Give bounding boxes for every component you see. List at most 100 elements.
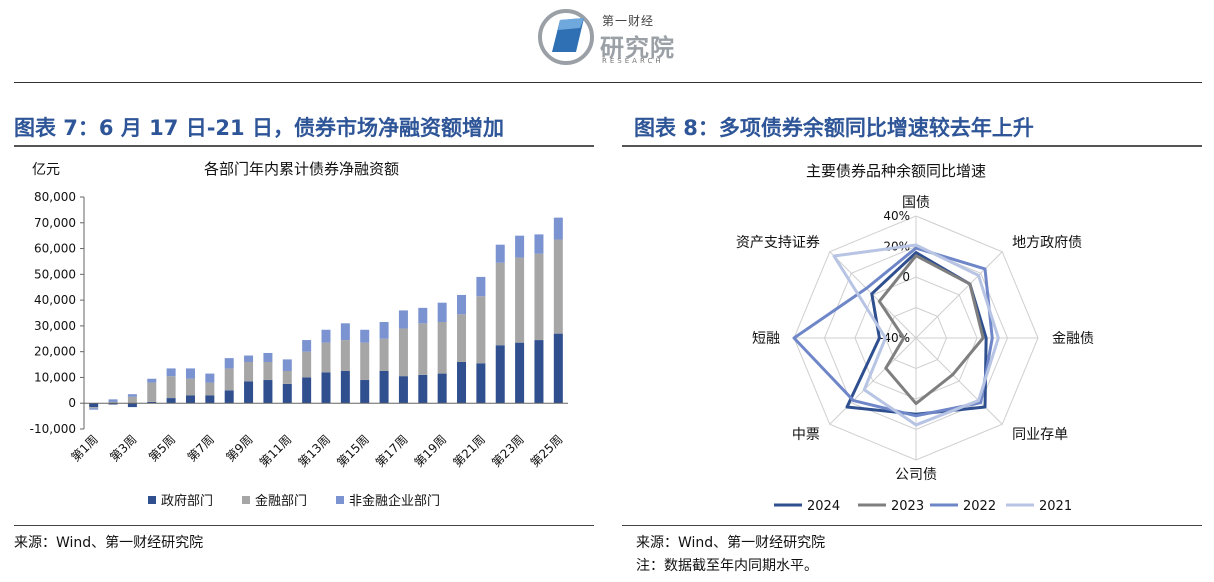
bar-segment [205,395,215,404]
bar-segment [108,403,118,405]
radar-axis-label: 公司债 [895,467,937,483]
legend-label: 金融部门 [255,493,307,509]
bar-segment [457,314,467,362]
x-tick-label: 第1周 [69,432,101,464]
right-note: 注：数据截至年内同期水平。 [636,558,818,574]
x-tick-label: 第11周 [257,432,295,470]
radar-spoke [915,251,1003,339]
bar-segment [321,329,331,343]
bar-segment [418,307,428,324]
bar-segment [515,342,525,404]
bar-segment [108,399,118,402]
logo-en-text: RESEARCH [602,57,664,65]
radar-axis-label: 中票 [792,427,820,443]
radar-chart: 主要债券品种余额同比增速 -40%020%40% 国债地方政府债金融债同业存单公… [736,162,1094,514]
research-logo: 第一财经 研究院 RESEARCH [538,6,698,68]
y-tick-label: 40,000 [34,293,76,307]
bar-segment [379,371,389,404]
bar-segment [398,376,408,404]
bar-segment [495,345,505,404]
bar-segment [302,377,312,404]
right-figure-title: 图表 8：多项债券余额同比增速较去年上升 [634,116,1034,140]
bar-segment [263,352,273,362]
bar-segment [127,394,137,397]
bar-segment [147,382,157,402]
bar-segment [166,376,176,399]
x-tick-label: 第17周 [373,432,411,470]
radar-spoke [915,337,1003,425]
radar-axis-label: 短融 [752,331,780,347]
bar-segment [244,361,254,382]
bar-segment [185,368,195,379]
bar-segment [147,378,157,383]
bar-segment [360,329,370,343]
bar-segment [244,381,254,404]
legend-swatch [242,496,250,504]
bar-segment [534,340,544,404]
bar-segment [437,373,447,404]
bar-segment [515,257,525,343]
bar-segment [321,342,331,373]
bar-segment [553,239,563,334]
left-title-divider [14,145,594,147]
bar-segment [302,351,312,378]
bar-segment [263,380,273,404]
logo-big-text: 研究院 [600,34,675,62]
left-source: 来源：Wind、第一财经研究院 [14,535,204,551]
radar-series-line [832,243,1000,427]
bar-segment [398,328,408,377]
x-tick-label: 第15周 [334,432,372,470]
y-tick-label: -10,000 [30,422,76,436]
bar-segment [147,401,157,404]
x-tick-label: 第7周 [185,432,217,464]
bar-segment [360,342,370,381]
radar-axis-label: 地方政府债 [1012,235,1082,251]
y-tick-label: 80,000 [34,190,76,204]
bar-segment [244,355,254,362]
right-source: 来源：Wind、第一财经研究院 [636,535,826,551]
bar-segment [127,403,137,408]
radar-chart-series [792,243,1000,427]
left-figure-title: 图表 7：6 月 17 日-21 日，债券市场净融资额增加 [14,116,504,140]
bar-segment [534,253,544,341]
bar-segment [340,323,350,341]
bar-segment [379,322,389,339]
bar-segment [476,276,486,297]
x-tick-label: 第9周 [223,432,255,464]
bar-segment [185,378,195,396]
bar-chart: 各部门年内累计债券净融资额 亿元 -10,000 0 10,000 20,000 30,… [30,160,568,509]
y-tick-label: 20,000 [34,345,76,359]
bar-segment [495,262,505,346]
x-tick-label: 第3周 [107,432,139,464]
bar-segment [495,244,505,263]
bar-segment [282,383,292,404]
legend-label: 2021 [1039,499,1072,514]
x-tick-label: 第23周 [489,432,527,470]
logo-small-text: 第一财经 [602,14,655,28]
bar-segment [553,217,563,240]
bar-segment [205,373,215,383]
radar-tick-label: 0 [902,270,910,284]
bar-segment [205,382,215,396]
bar-segment [437,302,447,323]
bar-segment [340,371,350,404]
bar-segment [418,374,428,404]
bar-segment [398,310,408,329]
bar-segment [282,371,292,384]
bar-segment [185,395,195,404]
bar-segment [224,368,234,391]
bar-segment [302,340,312,352]
bar-segment [457,294,467,315]
bar-chart-y-axis: -10,000 0 10,000 20,000 30,000 40,000 50,000 60… [30,190,85,436]
bar-segment [89,403,99,408]
bar-segment [166,398,176,404]
bar-segment [282,359,292,371]
bar-segment [263,361,273,381]
bar-segment [340,340,350,371]
bar-segment [515,235,525,258]
legend-label: 2023 [891,499,924,514]
bar-segment [224,358,234,369]
left-source-divider [14,525,594,526]
y-tick-label: 30,000 [34,319,76,333]
bar-segment [108,401,118,404]
